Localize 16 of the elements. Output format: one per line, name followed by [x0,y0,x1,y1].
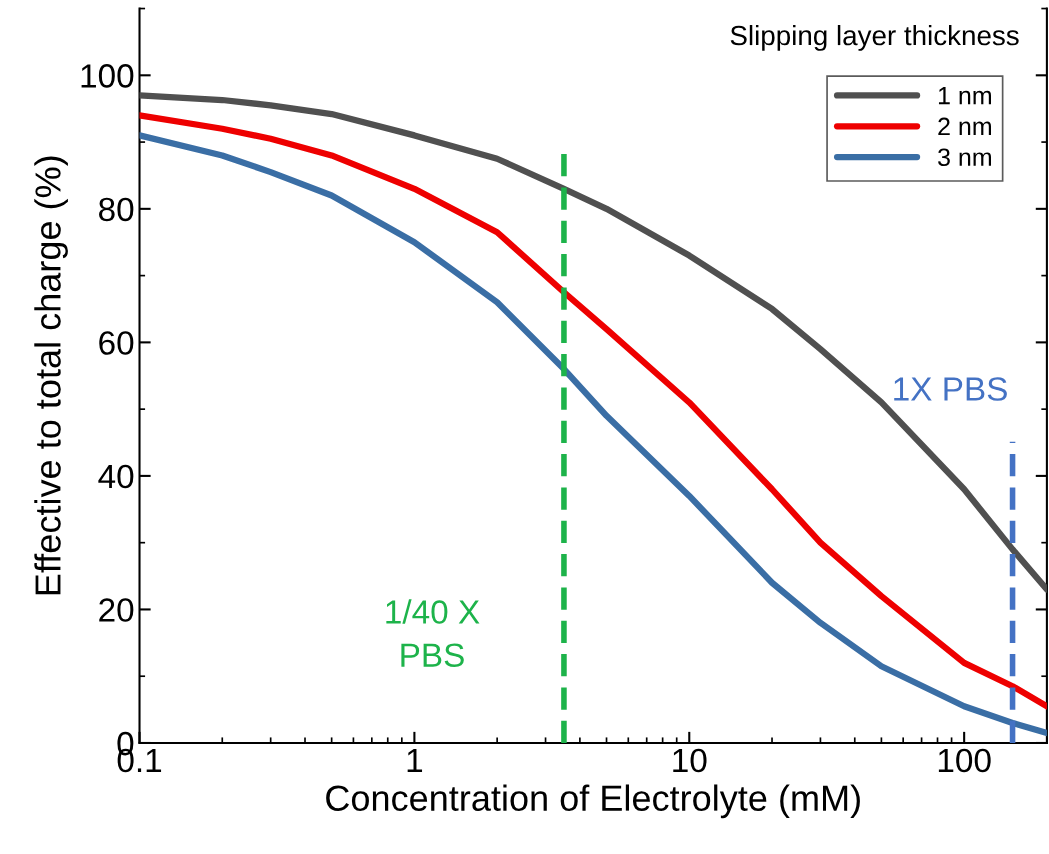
legend-label: 2 nm [938,117,991,136]
legend-label: 3 nm [938,148,991,167]
y-tick-label: 20 [99,598,134,622]
legend-label: 1 nm [938,87,991,105]
y-tick-label: 80 [99,197,134,222]
x-tick-label: 10 [673,748,707,773]
x-axis-title: Concentration of Electrolyte (mM) [326,784,860,819]
x-tick-label: 1 [407,749,423,772]
legend-title: Slipping layer thickness [730,24,1019,51]
ref-line-label: 1X PBS [894,377,1007,401]
ref-line-label: 1/40 X PBS [386,599,480,668]
y-tick-label: 100 [81,64,134,88]
x-tick-label: 100 [938,748,991,773]
y-tick-label: 60 [99,331,134,355]
y-axis-title: Effective to total charge (%) [34,156,68,595]
y-tick-label: 40 [98,464,134,489]
